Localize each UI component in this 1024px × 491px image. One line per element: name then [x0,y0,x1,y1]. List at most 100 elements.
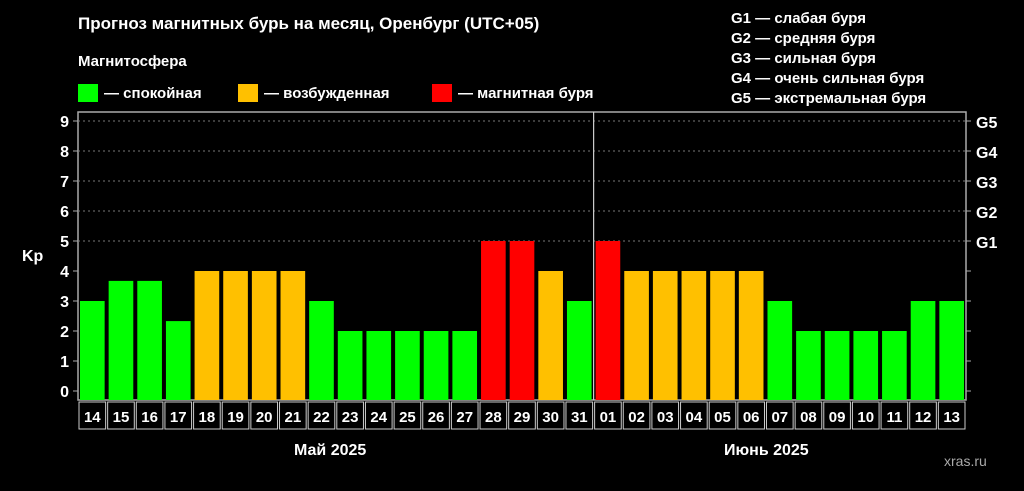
day-label: 10 [857,409,874,426]
day-label: 21 [284,409,301,426]
bar [165,321,191,400]
day-label: 28 [485,409,502,426]
bar [481,241,506,400]
g-scale-item: G1 — слабая буря [731,10,867,27]
day-label-box [393,401,422,430]
y-tick-label: 0 [60,384,69,401]
day-label-box [364,401,393,430]
day-label: 04 [686,409,703,426]
bar [796,331,821,400]
bar [395,331,420,400]
day-label-box [880,401,909,430]
day-label: 06 [743,409,760,426]
bar [939,301,964,400]
y-tick-label: 3 [60,294,69,311]
day-label: 07 [771,409,788,426]
bar [366,331,392,400]
day-label: 01 [600,409,617,426]
bar [538,271,563,400]
g-tick-label: G3 [976,175,997,192]
bar [137,280,162,400]
day-label: 27 [456,409,473,426]
day-label: 08 [800,409,817,426]
day-label-box [508,401,536,430]
day-label: 11 [886,409,902,426]
day-label: 15 [113,409,130,426]
g-tick-label: G1 [976,235,997,252]
g-scale-item: G5 — экстремальная буря [731,90,927,107]
legend-active: — возбужденная [238,84,390,102]
bar [108,280,134,400]
day-label-box [107,401,135,430]
day-label-box [279,401,307,430]
bar [853,331,879,400]
day-label-box [909,401,937,430]
day-label-box [823,401,851,430]
legend-swatch [432,84,452,102]
day-label: 18 [199,409,216,426]
bar [194,271,220,400]
day-label: 29 [514,409,531,426]
bar [738,271,764,400]
day-label: 12 [915,409,932,426]
day-label: 05 [714,409,731,426]
bar [337,331,363,400]
day-label-box [565,401,594,430]
day-label-box [622,401,651,430]
day-label-box [479,401,508,430]
y-tick-label: 9 [60,114,69,131]
day-label-box [135,401,164,430]
day-label-box [765,401,794,430]
day-label: 16 [141,409,158,426]
legend-quiet: — спокойная [78,84,202,102]
bar [767,301,793,400]
bar [452,331,478,400]
day-label-box [164,401,193,430]
g-tick-label: G4 [976,145,997,162]
legend-swatch [238,84,258,102]
day-label-box [536,401,565,430]
bar [309,301,334,400]
legend-label: — спокойная [104,84,202,102]
g-scale-item: G2 — средняя буря [731,30,876,47]
day-label-box [737,401,765,430]
y-tick-label: 1 [60,354,69,371]
legend-storm: — магнитная буря [432,84,594,102]
day-label-box [450,401,479,430]
bar [595,241,621,400]
day-label-box [851,401,880,430]
y-tick-label: 6 [60,204,69,221]
day-label: 13 [943,409,960,426]
bar [80,301,105,400]
bar [423,331,449,400]
bar [824,331,850,400]
day-label-box [221,401,250,430]
bar [910,301,936,400]
g-tick-label: G2 [976,205,997,222]
bar [652,271,678,400]
day-label: 24 [370,409,387,426]
day-label: 23 [342,409,359,426]
day-label-box [422,401,450,430]
y-tick-label: 5 [60,234,69,251]
watermark: xras.ru [944,453,987,469]
g-scale-item: G4 — очень сильная буря [731,70,925,87]
day-label-box [708,401,737,430]
bar [566,301,592,400]
legend-title: Магнитосфера [78,53,187,70]
y-axis-label: Kp [22,248,44,265]
day-label: 03 [657,409,674,426]
y-tick-label: 4 [60,264,69,281]
day-label-box [794,401,823,430]
month-label-june: Июнь 2025 [724,442,809,459]
day-label-box [594,401,622,430]
day-label: 26 [428,409,445,426]
bar [624,271,649,400]
bar [509,241,535,400]
bar [251,271,277,400]
day-label-box [651,401,680,430]
day-label-box [307,401,336,430]
day-label: 02 [628,409,645,426]
day-label-box [193,401,221,430]
